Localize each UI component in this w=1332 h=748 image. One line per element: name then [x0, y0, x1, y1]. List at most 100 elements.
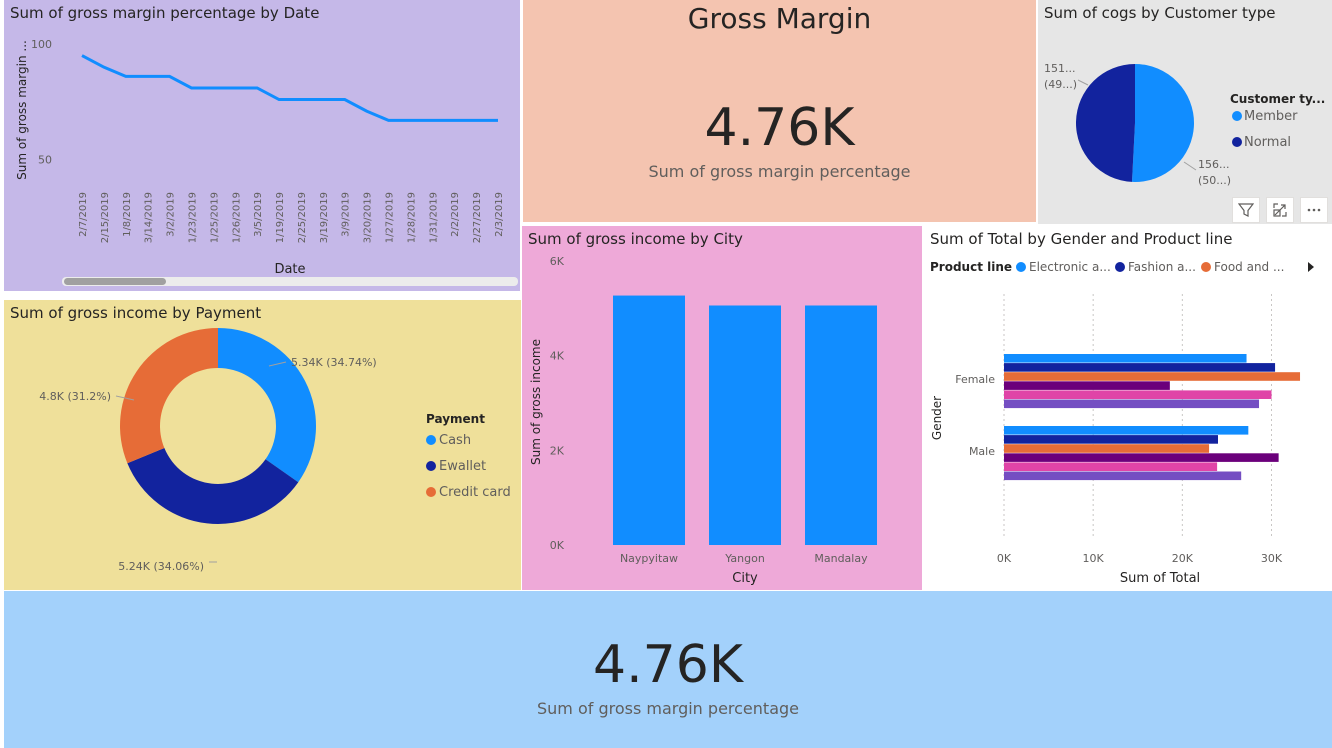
donut-legend-title: Payment — [426, 412, 485, 426]
hbar-bar[interactable] — [1004, 363, 1276, 372]
hbar-legend-marker — [1016, 262, 1026, 272]
card-label: Sum of gross margin percentage — [648, 162, 911, 181]
line-xtick-label: 1/23/2019 — [187, 192, 198, 243]
line-xtick-label: 2/7/2019 — [78, 192, 89, 237]
hbar-chart-tile[interactable]: Sum of Total by Gender and Product line … — [924, 226, 1332, 590]
bar-ytick-label: 0K — [550, 539, 565, 552]
scrollbar-thumb[interactable] — [64, 278, 166, 285]
pie-legend-label[interactable]: Normal — [1244, 135, 1291, 150]
hbar-bar[interactable] — [1004, 453, 1279, 462]
hbar-chart-title: Sum of Total by Gender and Product line — [930, 230, 1233, 248]
more-options-icon[interactable] — [1300, 197, 1328, 223]
bar-ytick-label: 4K — [550, 350, 565, 363]
bar-naypyitaw[interactable] — [613, 295, 685, 545]
donut-chart-tile[interactable]: Sum of gross income by Payment Payment 5… — [4, 300, 521, 590]
bottom-card-value: 4.76K — [593, 635, 743, 695]
line-chart-tile[interactable]: Sum of gross margin percentage by Date 5… — [4, 0, 520, 291]
donut-data-label: 5.34K (34.74%) — [291, 356, 377, 369]
pie-label-top-line1: 151... — [1044, 62, 1076, 75]
bar-ytick-label: 6K — [550, 255, 565, 268]
donut-legend-label[interactable]: Credit card — [439, 485, 511, 500]
donut-legend-marker — [426, 487, 436, 497]
donut-legend-label[interactable]: Ewallet — [439, 459, 486, 474]
bar-chart-title: Sum of gross income by City — [528, 230, 743, 248]
hbar-bar[interactable] — [1004, 462, 1218, 471]
donut-leader-line — [268, 361, 287, 367]
line-xtick-label: 3/19/2019 — [319, 192, 330, 243]
line-series — [81, 54, 498, 122]
bar-yangon[interactable] — [709, 305, 781, 545]
line-chart-title: Sum of gross margin percentage by Date — [10, 4, 320, 22]
line-xtick-label: 1/8/2019 — [122, 192, 133, 237]
line-xtick-label: 2/15/2019 — [100, 192, 111, 243]
hbar-x-axis-title: Sum of Total — [1120, 571, 1200, 586]
pie-chart-tile[interactable]: Sum of cogs by Customer type 151... (49.… — [1038, 0, 1332, 224]
hbar-xtick-label: 10K — [1083, 552, 1105, 565]
bar-xtick-label: Mandalay — [814, 552, 868, 565]
donut-data-label: 4.8K (31.2%) — [39, 390, 111, 403]
hbar-legend-label[interactable]: Electronic a... — [1029, 260, 1111, 274]
hbar-legend-marker — [1115, 262, 1125, 272]
line-xtick-label: 1/19/2019 — [275, 192, 286, 243]
hbar-category-label: Male — [969, 445, 995, 458]
hbar-bar[interactable] — [1004, 390, 1272, 399]
line-xtick-label: 3/9/2019 — [341, 192, 352, 237]
donut-leader-line — [115, 395, 135, 401]
bar-mandalay[interactable] — [805, 305, 877, 545]
donut-legend-label[interactable]: Cash — [439, 433, 471, 448]
hbar-bar[interactable] — [1004, 435, 1218, 444]
hbar-bar[interactable] — [1004, 399, 1260, 409]
line-xtick-label: 2/2/2019 — [450, 192, 461, 237]
line-xtick-label: 1/25/2019 — [209, 192, 220, 243]
legend-next-arrow-icon[interactable] — [1308, 262, 1314, 272]
pie-legend-marker — [1232, 137, 1242, 147]
hbar-legend-title: Product line — [930, 260, 1012, 274]
pie-label-top-line2: (49...) — [1044, 78, 1077, 91]
filter-icon[interactable] — [1232, 197, 1260, 223]
line-xtick-label: 1/28/2019 — [406, 192, 417, 243]
donut-chart-title: Sum of gross income by Payment — [10, 304, 262, 322]
card-value: 4.76K — [704, 98, 855, 158]
hbar-bar[interactable] — [1004, 354, 1247, 363]
donut-data-label: 5.24K (34.06%) — [118, 560, 204, 573]
hbar-bar[interactable] — [1004, 444, 1210, 453]
bar-ytick-label: 2K — [550, 444, 565, 457]
hbar-bar[interactable] — [1004, 426, 1249, 435]
scrollbar-track[interactable] — [62, 277, 518, 286]
pie-slice-normal — [1075, 63, 1135, 182]
line-ytick-label: 50 — [38, 154, 52, 167]
pie-label-bottom-line1: 156... — [1198, 158, 1230, 171]
donut-slice-ewallet — [127, 448, 299, 524]
line-y-axis-title: Sum of gross margin ... — [15, 40, 29, 180]
hbar-legend-label[interactable]: Food and ... — [1214, 260, 1284, 274]
line-xtick-label: 2/3/2019 — [494, 192, 505, 237]
pie-slice-member — [1131, 64, 1194, 182]
bar-x-axis-title: City — [732, 571, 758, 586]
line-xtick-label: 1/27/2019 — [385, 192, 396, 243]
hbar-legend-label[interactable]: Fashion a... — [1128, 260, 1196, 274]
line-xtick-label: 3/14/2019 — [144, 192, 155, 243]
line-x-axis-title: Date — [274, 262, 305, 277]
pie-legend-marker — [1232, 111, 1242, 121]
bar-chart-tile[interactable]: Sum of gross income by City 0K 2K 4K 6K Sum … — [522, 226, 922, 590]
hbar-chart: Product line 0K 10K 20K 30K Sum of Total Gend… — [930, 260, 1314, 586]
bottom-card[interactable]: 4.76K Sum of gross margin percentage — [4, 591, 1332, 748]
line-xtick-label: 1/26/2019 — [231, 192, 242, 243]
pie-legend-label[interactable]: Member — [1244, 109, 1298, 124]
donut-legend-marker — [426, 435, 436, 445]
focus-mode-icon[interactable] — [1266, 197, 1294, 223]
bar-xtick-label: Naypyitaw — [620, 552, 678, 565]
bar-chart: 0K 2K 4K 6K Sum of gross income Naypyitaw Yang… — [529, 255, 877, 586]
pie-legend-title: Customer ty... — [1230, 92, 1325, 106]
hbar-xtick-label: 20K — [1172, 552, 1194, 565]
hbar-bar[interactable] — [1004, 372, 1301, 381]
visual-header — [1232, 197, 1328, 223]
hbar-bar[interactable] — [1004, 381, 1170, 390]
gross-margin-card[interactable]: Gross Margin 4.76K Sum of gross margin p… — [523, 0, 1036, 222]
line-xtick-label: 2/27/2019 — [472, 192, 483, 243]
line-xtick-label: 3/20/2019 — [363, 192, 374, 243]
hbar-y-axis-title: Gender — [930, 396, 944, 440]
donut-slice-credit-card — [119, 328, 218, 464]
hbar-bar[interactable] — [1004, 471, 1242, 481]
